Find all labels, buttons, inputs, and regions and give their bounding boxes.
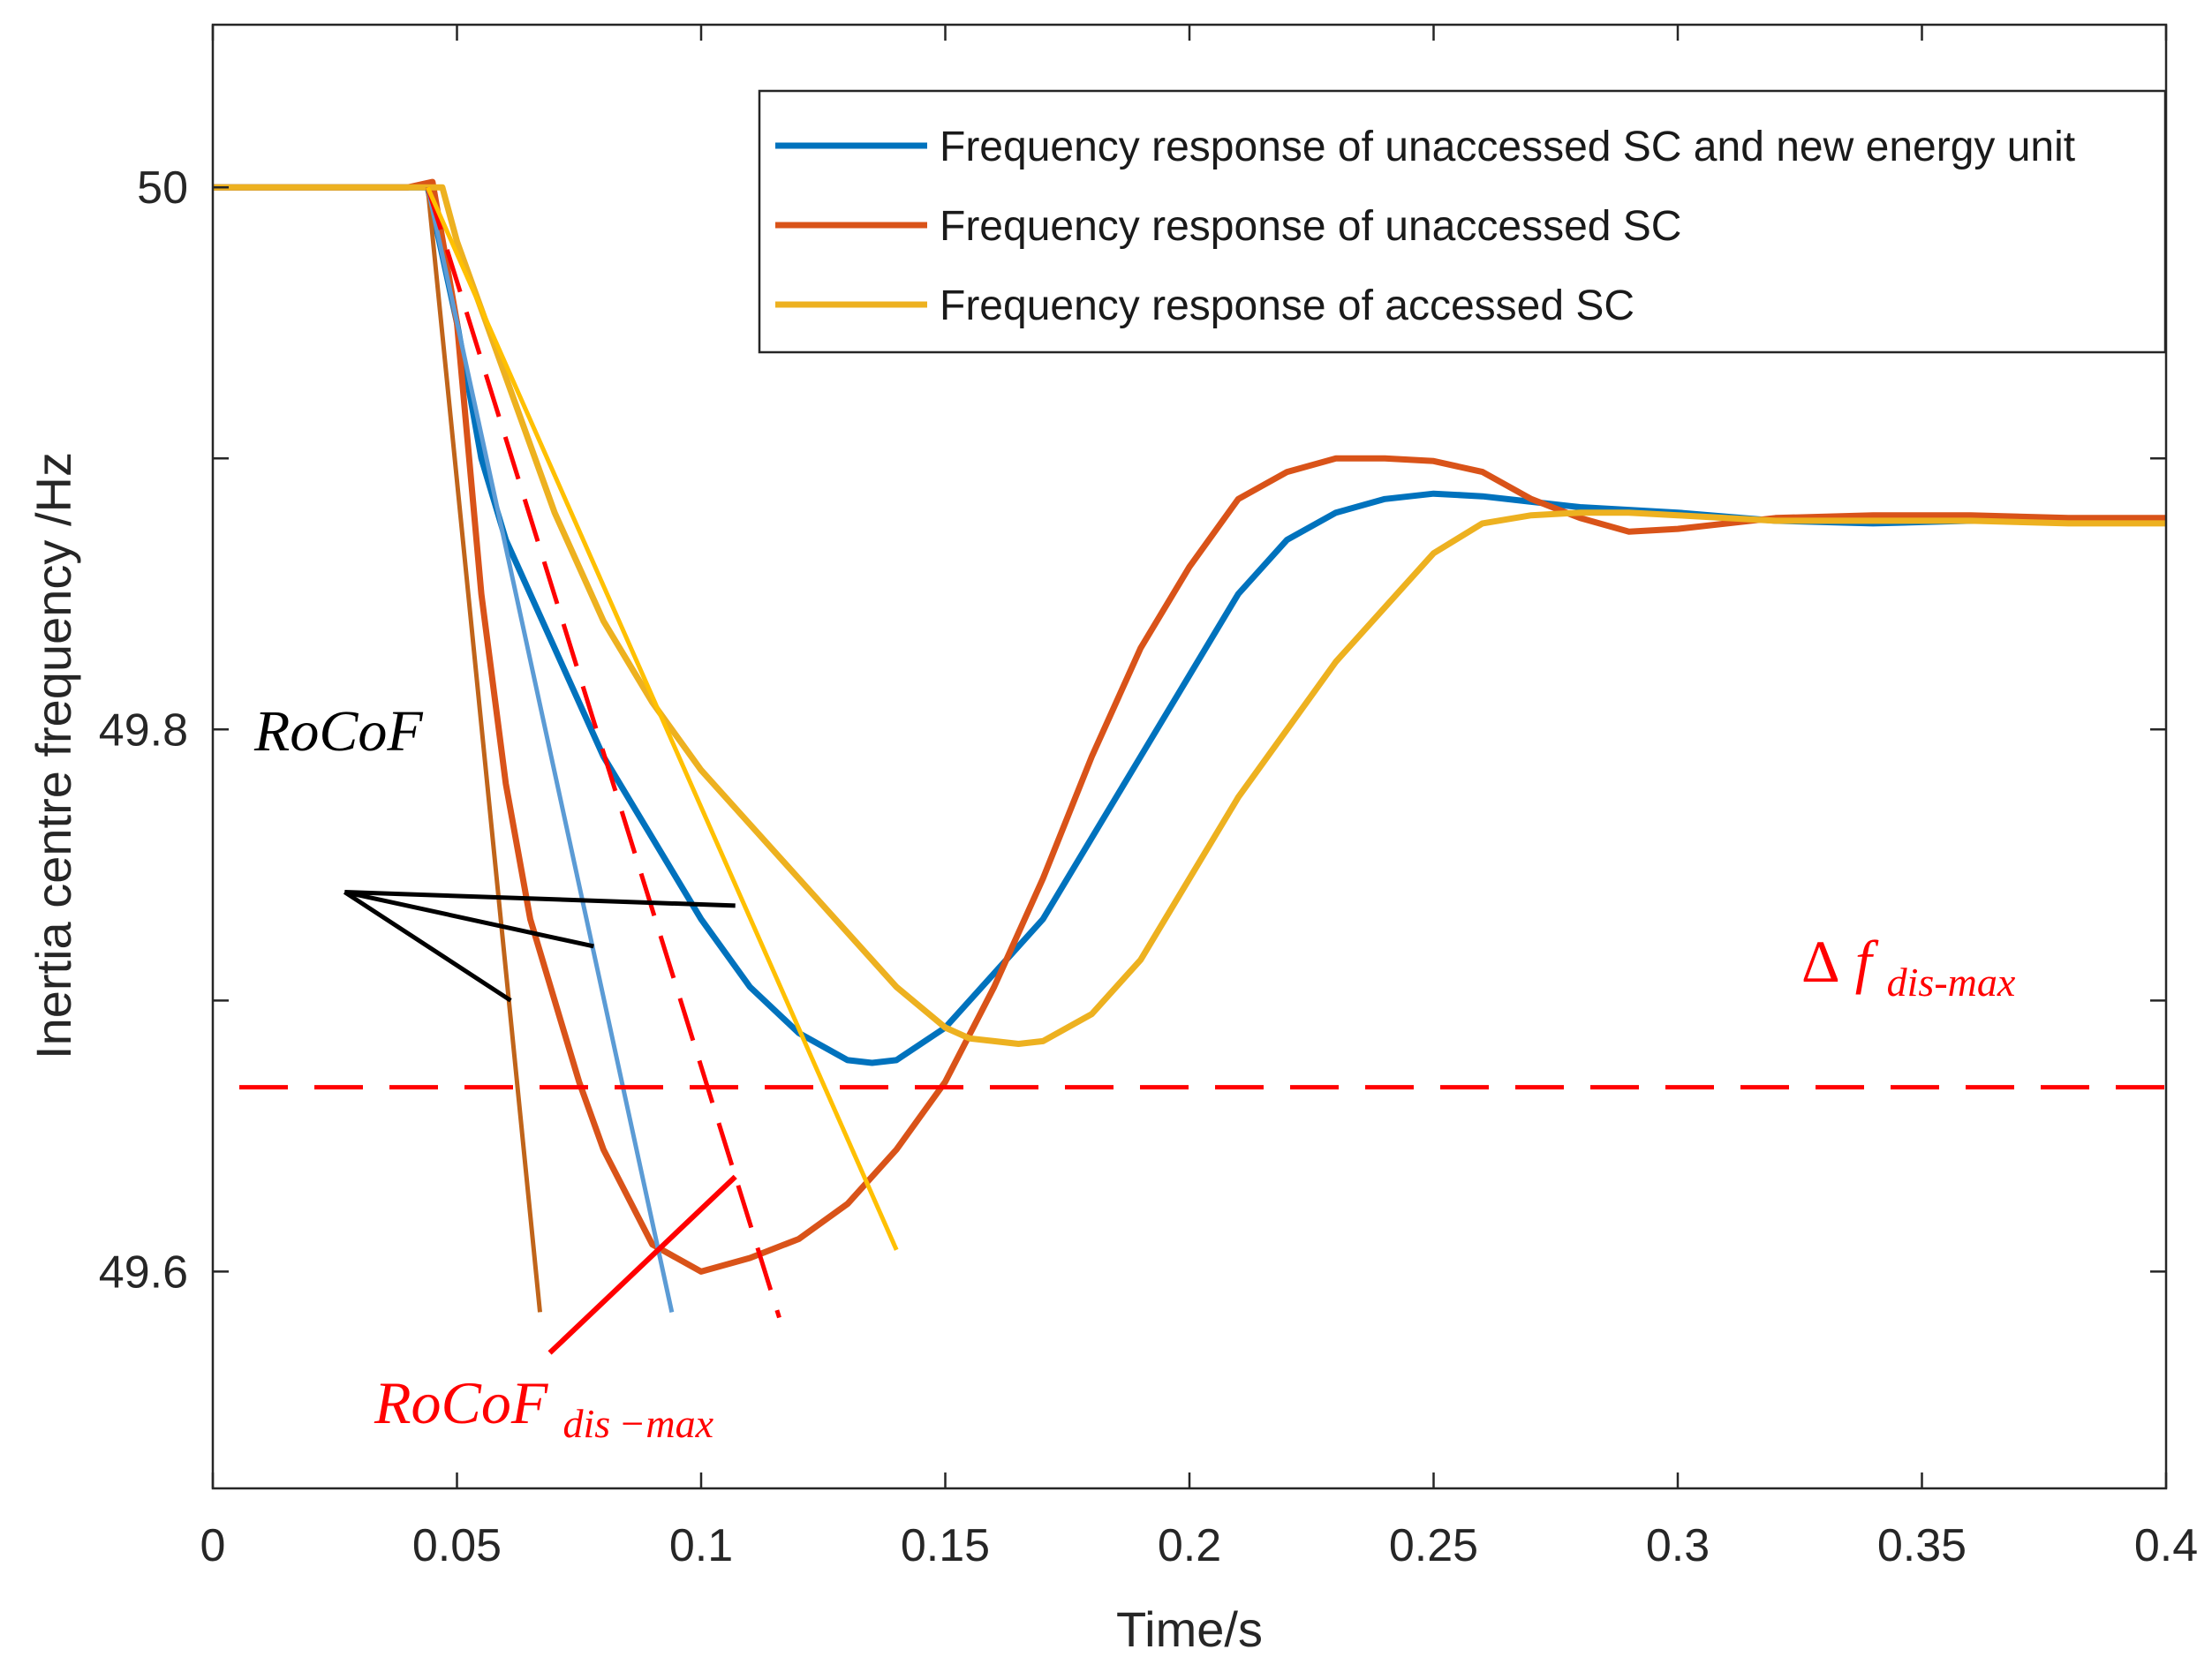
series-line-3 xyxy=(213,184,2166,1047)
x-tick-label: 0.3 xyxy=(1646,1520,1710,1571)
x-tick-label: 0.15 xyxy=(901,1520,990,1571)
y-tick-label: 50 xyxy=(137,162,188,214)
x-tick-label: 0.35 xyxy=(1877,1520,1967,1571)
x-tick-label: 0.05 xyxy=(412,1520,502,1571)
rocof-pointer-line-2 xyxy=(344,890,594,949)
x-tick-label: 0 xyxy=(200,1520,226,1571)
x-axis-title: Time/s xyxy=(1116,1601,1263,1657)
series-line-2 xyxy=(213,178,2166,1275)
x-tick-label: 0.2 xyxy=(1158,1520,1221,1571)
x-tick-label: 0.1 xyxy=(669,1520,733,1571)
rocof-tangent-line-2 xyxy=(425,186,675,1313)
rocof-tangent-line-1 xyxy=(425,186,542,1313)
delta-f-variable: f xyxy=(1855,928,1879,995)
y-axis-title: Inertia centre frequency /Hz xyxy=(26,452,81,1059)
x-tick-label: 0.4 xyxy=(2134,1520,2198,1571)
delta-symbol: Δ xyxy=(1801,928,1840,995)
x-tick-label: 0.25 xyxy=(1389,1520,1478,1571)
legend: Frequency response of unaccessed SC and … xyxy=(758,89,2167,354)
legend-label-series-2: Frequency response of unaccessed SC xyxy=(940,203,1681,250)
legend-box xyxy=(758,89,2167,354)
rocof-max-base: RoCoF xyxy=(374,1369,549,1436)
rocof-tangent-line-4 xyxy=(426,186,899,1251)
delta-f-label: Δ f dis-max xyxy=(1801,928,2016,1005)
rocof-max-subscript: dis −max xyxy=(562,1401,713,1446)
legend-label-series-1: Frequency response of unaccessed SC and … xyxy=(940,124,2075,170)
rocof-label: RoCoF xyxy=(253,699,423,764)
axis-ticks: 0 0.05 0.1 0.15 0.2 0.25 0.3 0.35 0.4 49.6 49.8 50 xyxy=(99,25,2198,1571)
rocof-tangent-line-3 xyxy=(425,186,781,1319)
delta-f-subscript: dis-max xyxy=(1887,960,2016,1005)
annotation-pointers xyxy=(343,890,737,1355)
rocof-pointer-line-1 xyxy=(344,890,736,908)
y-tick-label: 49.8 xyxy=(99,704,188,756)
rocof-pointer-line-3 xyxy=(343,890,512,1003)
y-tick-label: 49.6 xyxy=(99,1246,188,1298)
rocof-max-pointer-line xyxy=(547,1174,737,1355)
series-layer xyxy=(213,178,2166,1275)
tangent-lines-layer xyxy=(425,186,899,1319)
rocof-max-label: RoCoF dis −max xyxy=(374,1369,714,1446)
legend-label-series-3: Frequency response of accessed SC xyxy=(940,282,1634,329)
